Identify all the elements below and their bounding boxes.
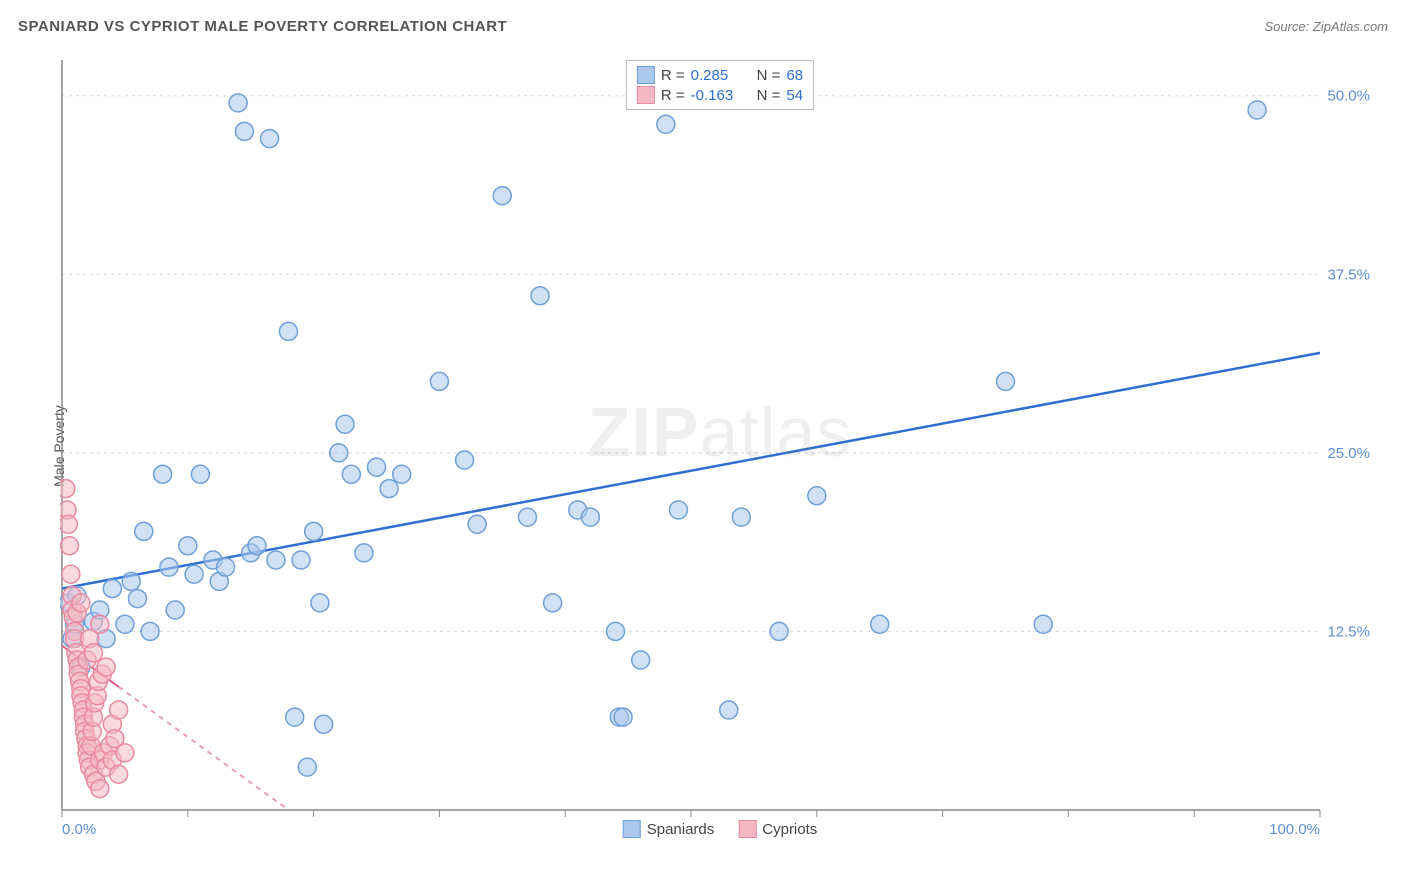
swatch-icon: [637, 86, 655, 104]
svg-text:0.0%: 0.0%: [62, 821, 96, 838]
swatch-icon: [623, 820, 641, 838]
swatch-icon: [738, 820, 756, 838]
chart-area: 12.5%25.0%37.5%50.0%0.0%100.0% ZIPatlas …: [60, 55, 1380, 840]
n-value: 54: [786, 87, 803, 104]
source-label: Source: ZipAtlas.com: [1264, 19, 1388, 34]
svg-text:12.5%: 12.5%: [1327, 623, 1370, 640]
chart-title: SPANIARD VS CYPRIOT MALE POVERTY CORRELA…: [18, 18, 507, 35]
svg-text:50.0%: 50.0%: [1327, 88, 1370, 105]
legend-row-cypriots: R = -0.163 N = 54: [637, 85, 803, 105]
legend-row-spaniards: R = 0.285 N = 68: [637, 65, 803, 85]
scatter-chart: 12.5% 25.0% 37.5% 50.0% 0.0% 100.0%: [60, 55, 1380, 840]
legend-item-cypriots: Cypriots: [738, 820, 817, 838]
swatch-icon: [637, 66, 655, 84]
series-legend: Spaniards Cypriots: [623, 820, 818, 838]
svg-text:100.0%: 100.0%: [1269, 821, 1320, 838]
correlation-legend: R = 0.285 N = 68 R = -0.163 N = 54: [626, 60, 814, 110]
n-value: 68: [786, 67, 803, 84]
r-value: -0.163: [691, 87, 751, 104]
svg-text:37.5%: 37.5%: [1327, 266, 1370, 283]
legend-item-spaniards: Spaniards: [623, 820, 715, 838]
svg-text:25.0%: 25.0%: [1327, 445, 1370, 462]
r-value: 0.285: [691, 67, 751, 84]
